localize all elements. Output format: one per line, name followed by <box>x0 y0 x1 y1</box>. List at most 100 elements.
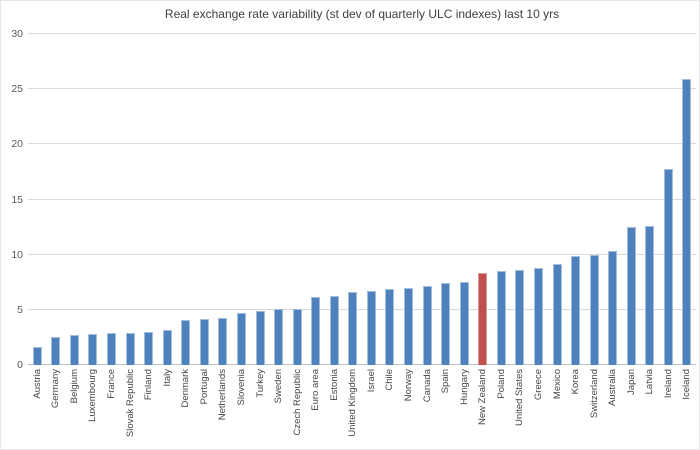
bar-israel[interactable] <box>366 291 376 365</box>
bar-denmark[interactable] <box>181 319 191 365</box>
x-axis-label-text: Belgium <box>68 369 80 404</box>
bar-chile[interactable] <box>385 288 395 365</box>
bar-united-kingdom[interactable] <box>348 292 358 365</box>
x-axis-label-turkey: Turkey <box>251 369 270 449</box>
bar-mexico[interactable] <box>552 263 562 365</box>
bar-japan[interactable] <box>626 227 636 365</box>
bar-column-denmark <box>177 34 196 365</box>
bar-belgium[interactable] <box>69 335 79 365</box>
bar-slovak-republic[interactable] <box>125 333 135 365</box>
x-axis-label-italy: Italy <box>158 369 177 449</box>
x-axis-label-text: Poland <box>495 369 507 399</box>
bar-latvia[interactable] <box>645 225 655 365</box>
bar-estonia[interactable] <box>329 295 339 365</box>
x-axis-label-text: Hungary <box>458 369 470 405</box>
bar-austria[interactable] <box>32 347 42 365</box>
bar-czech-republic[interactable] <box>292 308 302 365</box>
bar-euro-area[interactable] <box>311 296 321 365</box>
bar-norway[interactable] <box>404 287 414 365</box>
bar-column-canada <box>418 34 437 365</box>
y-tick-label-30: 30 <box>11 28 23 40</box>
x-axis-label-switzerland: Switzerland <box>585 369 604 449</box>
x-axis-label-euro-area: Euro area <box>306 369 325 449</box>
bar-column-netherlands <box>214 34 233 365</box>
bar-column-slovenia <box>232 34 251 365</box>
x-axis-label-sweden: Sweden <box>269 369 288 449</box>
x-axis-label-chile: Chile <box>381 369 400 449</box>
x-axis-label-mexico: Mexico <box>548 369 567 449</box>
x-axis-label-text: Netherlands <box>217 369 229 421</box>
x-axis-label-latvia: Latvia <box>641 369 660 449</box>
bar-portugal[interactable] <box>199 318 209 365</box>
bar-korea[interactable] <box>571 255 581 365</box>
bar-column-switzerland <box>585 34 604 365</box>
x-axis-label-text: Portugal <box>198 369 210 405</box>
gridline-5 <box>28 308 696 310</box>
bar-spain[interactable] <box>441 283 451 365</box>
y-tick-label-25: 25 <box>11 83 23 96</box>
x-axis-label-canada: Canada <box>418 369 437 449</box>
bar-ireland[interactable] <box>663 168 673 365</box>
x-axis-label-text: Israel <box>365 369 377 393</box>
bar-canada[interactable] <box>422 285 432 365</box>
gridline-10 <box>28 253 696 255</box>
plot-area <box>28 33 696 365</box>
y-tick-label-10: 10 <box>11 248 23 261</box>
x-axis-label-iceland: Iceland <box>678 369 697 449</box>
gridline-30 <box>28 33 696 34</box>
bar-column-greece <box>529 34 548 365</box>
bar-slovenia[interactable] <box>236 313 246 365</box>
x-axis-label-slovak-republic: Slovak Republic <box>121 369 140 449</box>
bar-column-germany <box>47 34 66 365</box>
bar-poland[interactable] <box>496 271 506 365</box>
bar-column-sweden <box>269 34 288 365</box>
bar-greece[interactable] <box>533 267 543 365</box>
bar-turkey[interactable] <box>255 310 265 365</box>
x-axis-label-text: Norway <box>403 369 415 402</box>
bars-container <box>28 34 696 365</box>
bar-column-new-zealand <box>474 34 493 365</box>
x-axis-label-text: Slovak Republic <box>124 369 136 438</box>
x-axis-label-text: Mexico <box>551 369 563 400</box>
x-axis-label-hungary: Hungary <box>455 369 474 449</box>
x-axis-label-ireland: Ireland <box>659 369 678 449</box>
bar-italy[interactable] <box>162 329 172 365</box>
bar-luxembourg[interactable] <box>88 334 98 365</box>
bar-germany[interactable] <box>51 337 61 365</box>
x-axis-label-united-states: United States <box>511 369 530 449</box>
gridline-15 <box>28 198 696 200</box>
bar-netherlands[interactable] <box>218 317 228 365</box>
x-axis-label-text: Luxembourg <box>87 369 99 422</box>
x-axis-label-slovenia: Slovenia <box>232 369 251 449</box>
x-axis-line <box>28 364 696 365</box>
y-tick-label-15: 15 <box>11 193 23 206</box>
bar-finland[interactable] <box>144 331 154 365</box>
bar-australia[interactable] <box>608 251 618 365</box>
bar-france[interactable] <box>107 333 117 365</box>
x-axis-label-finland: Finland <box>139 369 158 449</box>
bar-column-norway <box>399 34 418 365</box>
bar-sweden[interactable] <box>274 308 284 365</box>
bar-column-slovak-republic <box>121 34 140 365</box>
y-axis: 0 5 10 15 20 25 30 <box>1 28 23 371</box>
bar-column-chile <box>381 34 400 365</box>
x-axis-label-belgium: Belgium <box>65 369 84 449</box>
x-axis-label-australia: Australia <box>603 369 622 449</box>
x-axis-label-text: Turkey <box>254 369 266 398</box>
bar-united-states[interactable] <box>515 270 525 365</box>
bar-column-finland <box>139 34 158 365</box>
bar-column-latvia <box>641 34 660 365</box>
x-axis-label-text: Finland <box>143 369 155 401</box>
x-axis-label-israel: Israel <box>362 369 381 449</box>
bar-new-zealand[interactable] <box>478 273 488 365</box>
x-axis-label-text: Switzerland <box>588 369 600 419</box>
bar-column-france <box>102 34 121 365</box>
x-axis-label-korea: Korea <box>566 369 585 449</box>
bar-switzerland[interactable] <box>589 254 599 365</box>
bar-column-turkey <box>251 34 270 365</box>
bar-column-austria <box>28 34 47 365</box>
bar-iceland[interactable] <box>682 79 692 365</box>
x-axis-label-france: France <box>102 369 121 449</box>
bar-hungary[interactable] <box>459 282 469 365</box>
